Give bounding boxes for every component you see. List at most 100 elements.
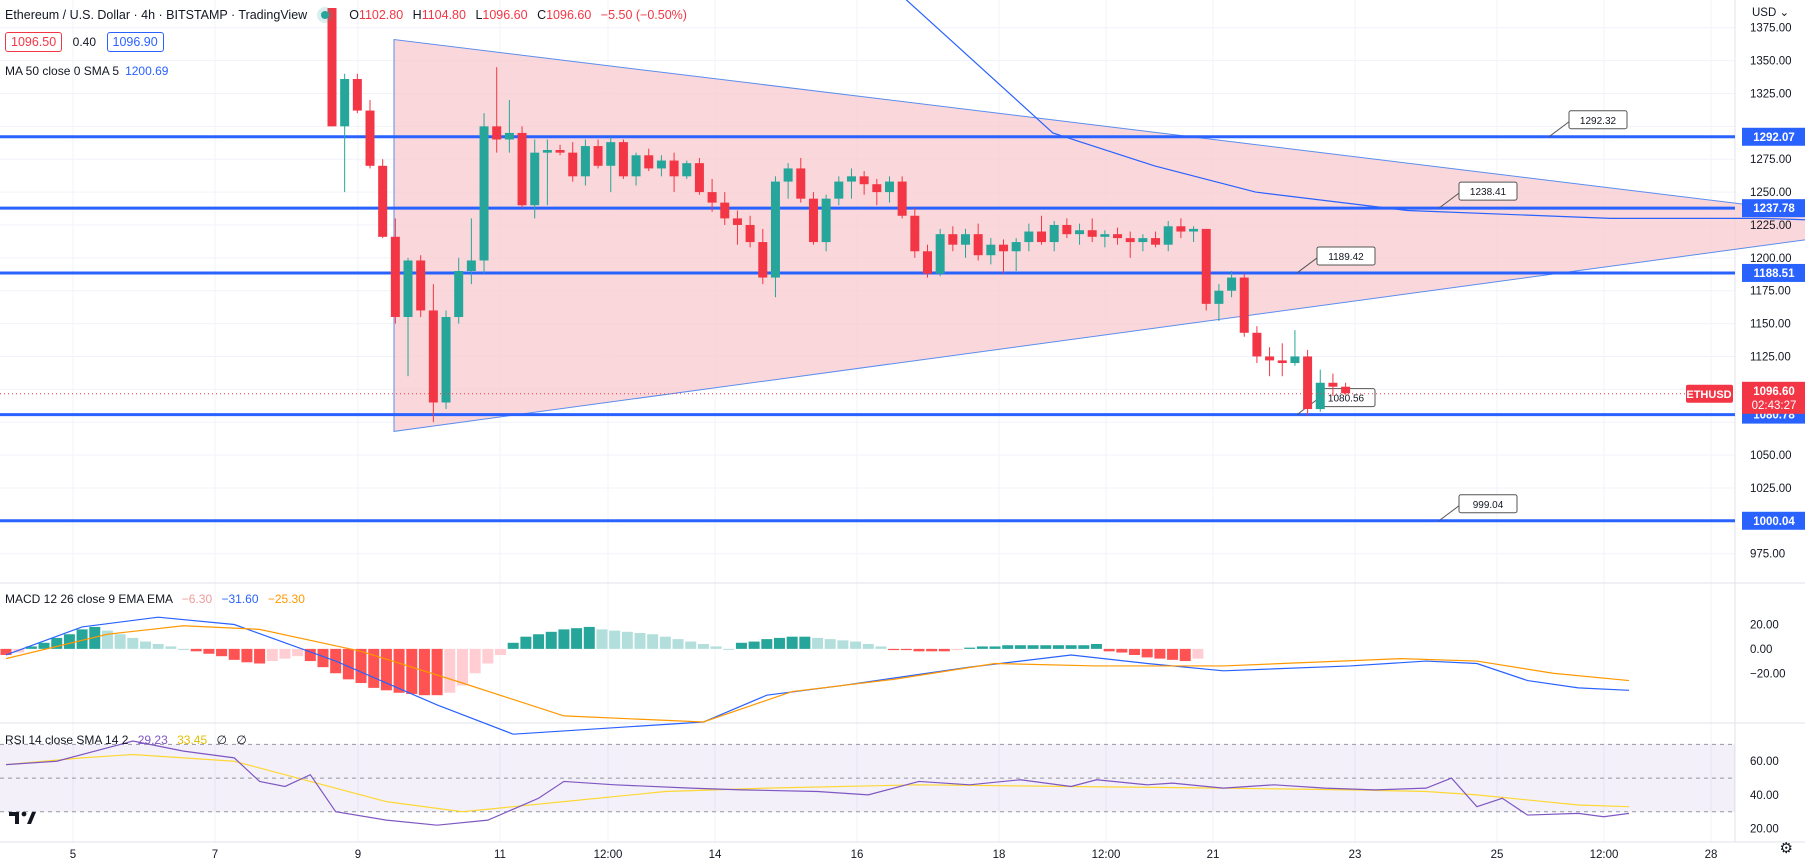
candle-body xyxy=(986,244,996,256)
level-axis-tag xyxy=(1742,127,1805,146)
macd-tick-label: 20.00 xyxy=(1750,620,1779,632)
candle-body xyxy=(1277,360,1287,364)
callout-pointer xyxy=(1548,121,1570,138)
rsi-tick-label: 20.00 xyxy=(1750,824,1779,836)
macd-histogram-bar xyxy=(254,648,266,664)
macd-histogram-bar xyxy=(812,637,824,649)
macd-histogram-bar xyxy=(38,642,50,649)
level-callout: 999.04 xyxy=(1438,494,1518,522)
symbol-title[interactable]: Ethereum / U.S. Dollar · 4h · BITSTAMP ·… xyxy=(5,8,308,22)
candle-body xyxy=(644,155,654,169)
candle-body xyxy=(492,126,502,140)
candle xyxy=(1062,218,1072,239)
candle-body xyxy=(821,198,831,243)
candle xyxy=(618,139,628,179)
macd-histogram-bar xyxy=(418,648,430,696)
candle xyxy=(352,73,362,114)
candle xyxy=(758,228,768,285)
macd-histogram-bar xyxy=(697,644,709,649)
rsi-legend[interactable]: RSI 14 close SMA 14 2 29.23 33.45 ∅ ∅ xyxy=(5,733,247,747)
candle-body xyxy=(530,152,540,206)
candle-body xyxy=(745,224,755,243)
candle xyxy=(327,8,337,127)
last-price-axis-tag xyxy=(1742,381,1805,414)
macd-histogram-bar xyxy=(685,641,697,649)
candle-body xyxy=(1239,277,1249,333)
candle-body xyxy=(454,270,464,318)
macd-histogram-bar xyxy=(1052,645,1064,649)
macd-histogram-bar xyxy=(456,648,468,686)
buy-price-button[interactable]: 1096.90 xyxy=(106,32,164,52)
macd-tick-label: −20.00 xyxy=(1750,668,1786,680)
macd-histogram-bar xyxy=(1027,645,1039,649)
candle-body xyxy=(1125,238,1135,243)
candle-body xyxy=(1151,238,1161,245)
candle-body xyxy=(884,181,894,193)
macd-histogram-bar xyxy=(837,640,849,649)
candle-body xyxy=(580,146,590,177)
candle-body xyxy=(1214,290,1224,304)
symbol-tag-label: ETHUSD xyxy=(1686,389,1731,401)
candle-body xyxy=(682,163,692,177)
candle-body xyxy=(846,176,856,182)
ma-legend[interactable]: MA 50 close 0 SMA 5 1200.69 xyxy=(5,64,169,78)
macd-signal-line xyxy=(5,625,1630,723)
candle xyxy=(1303,349,1313,416)
candle xyxy=(808,192,818,245)
candle-body xyxy=(1265,356,1275,361)
macd-histogram-bar xyxy=(1141,648,1153,658)
candle-body xyxy=(1290,356,1300,364)
macd-histogram-bar xyxy=(317,648,329,668)
candle-body xyxy=(1176,226,1186,232)
macd-histogram-bar xyxy=(368,648,380,688)
tradingview-logo-icon[interactable] xyxy=(7,806,37,830)
macd-histogram-bar xyxy=(152,644,164,649)
candle xyxy=(770,176,780,298)
candle-body xyxy=(796,168,806,199)
macd-histogram-bar xyxy=(976,646,988,649)
candle xyxy=(935,228,945,277)
price-tick-label: 975.00 xyxy=(1750,549,1785,561)
candle xyxy=(922,244,932,278)
macd-histogram-bar xyxy=(114,634,126,649)
settings-gear-icon[interactable]: ⚙ xyxy=(1779,840,1793,857)
macd-histogram-bar xyxy=(850,641,862,649)
sell-price-button[interactable]: 1096.50 xyxy=(5,32,63,52)
candle xyxy=(821,194,831,252)
rsi-tick-label: 40.00 xyxy=(1750,790,1779,802)
candle-body xyxy=(1100,234,1110,237)
candle xyxy=(631,152,641,186)
macd-histogram-bar xyxy=(875,646,887,649)
candle xyxy=(682,160,692,179)
macd-histogram-bar xyxy=(380,648,392,691)
symbol-tag xyxy=(1686,384,1733,403)
candle-body xyxy=(669,160,679,177)
macd-histogram-bar xyxy=(355,648,367,683)
macd-histogram-bar xyxy=(951,648,963,651)
currency-selector[interactable]: USD ⌄ xyxy=(1752,7,1790,19)
macd-histogram-bar xyxy=(913,648,925,652)
macd-histogram-bar xyxy=(926,648,938,652)
spread-value: 0.40 xyxy=(72,35,97,49)
candle xyxy=(948,226,958,252)
level-axis-label: 1292.07 xyxy=(1753,132,1795,144)
candle-body xyxy=(1328,382,1338,387)
market-status-icon xyxy=(321,11,330,19)
rsi-tick-label: 60.00 xyxy=(1750,756,1779,768)
candle xyxy=(1201,228,1211,311)
time-tick-label: 25 xyxy=(1491,849,1504,861)
candle-body xyxy=(1087,230,1097,237)
candle-body xyxy=(1037,231,1047,243)
candle xyxy=(1037,215,1047,245)
macd-histogram-bar xyxy=(63,634,75,649)
macd-histogram-bar xyxy=(51,637,63,649)
callout-pointer xyxy=(1296,257,1318,274)
macd-legend[interactable]: MACD 12 26 close 9 EMA EMA −6.30 −31.60 … xyxy=(5,592,305,606)
candle-body xyxy=(922,251,932,274)
time-tick-label: 14 xyxy=(709,849,722,861)
macd-histogram-bar xyxy=(165,646,177,649)
chart-header: Ethereum / U.S. Dollar · 4h · BITSTAMP ·… xyxy=(5,8,687,22)
candle xyxy=(504,100,514,153)
macd-histogram-bar xyxy=(583,626,595,649)
